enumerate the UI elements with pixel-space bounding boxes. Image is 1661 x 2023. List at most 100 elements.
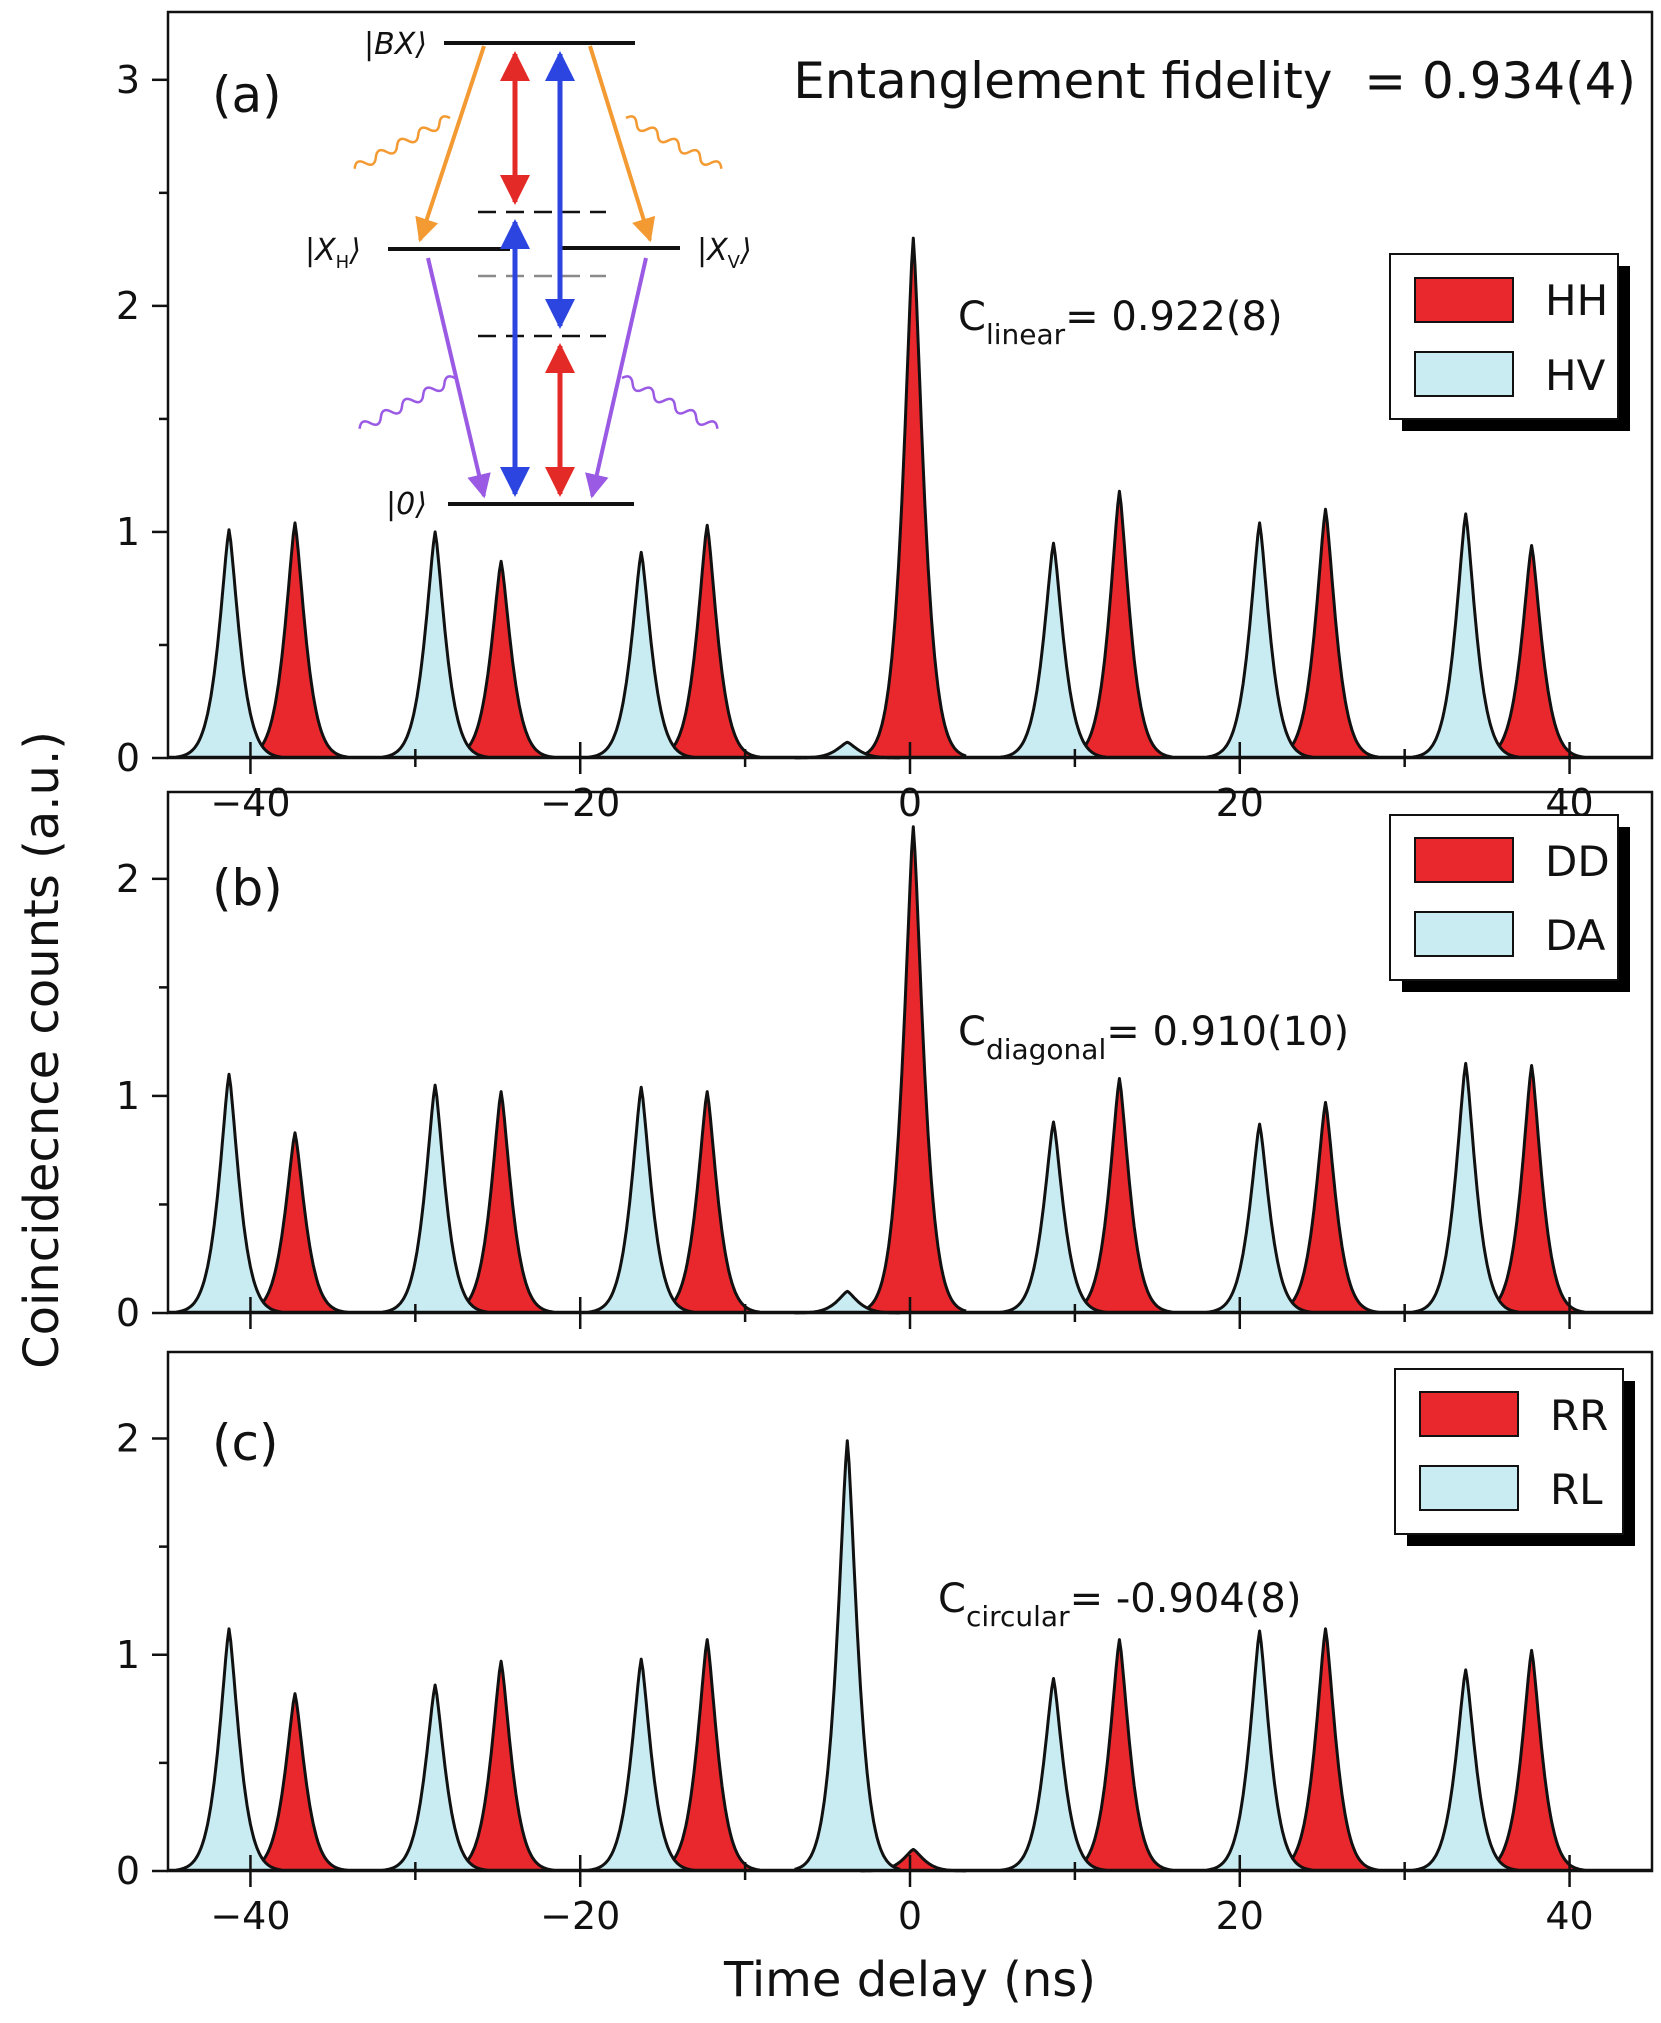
peak-da-0 [176,1074,282,1313]
plot-area-c: −40 −20 0 20 40 0 1 2 [116,1350,1654,1938]
peak-dd-0 [242,1132,348,1313]
x-tick-label-a: −40 [210,781,290,825]
annotation-b-value: = 0.910(10) [1106,1009,1349,1055]
legend-label-dd: DD [1545,837,1610,886]
annotation-b: Cdiagonal= 0.910(10) [958,1009,1349,1066]
plot-area-b: 0 1 2 [116,790,1654,1335]
y-tick-label-b: 0 [116,1291,140,1335]
x-tick-label-c: −40 [210,1894,290,1938]
annotation-a: Clinear= 0.922(8) [958,294,1283,351]
legend-label-rr: RR [1550,1391,1608,1440]
y-tick-label-a: 2 [116,284,140,328]
peak-rr-6 [1478,1650,1585,1871]
peak-da-1 [382,1085,488,1313]
x-tick-label-a: 20 [1216,781,1264,825]
peak-dd-2 [654,1091,760,1313]
annotation-c-value: = -0.904(8) [1070,1576,1302,1622]
annotation-b-prefix: C [958,1009,986,1055]
label-xv-main: |X [697,233,729,268]
photon-wave-orange-left [353,115,451,169]
peak-hv-6 [794,742,901,758]
peak-outline-da-4 [1206,1122,1313,1314]
peak-outline-hv-1 [382,530,489,759]
panel-label-b: (b) [212,859,283,917]
peak-hv-3 [1000,543,1107,758]
annotation-c-prefix: C [938,1576,966,1622]
label-xh-ket: ⟩ [348,233,361,268]
photon-wave-purple-right [621,375,719,429]
y-axis-label: Coincidecnce counts (a.u.) [14,731,70,1369]
peak-dd-3 [860,826,967,1313]
peak-outline-rl-3 [794,1439,901,1871]
peak-outline-rl-2 [588,1657,695,1872]
peak-outline-da-5 [1412,1061,1519,1314]
peak-rl-2 [588,1659,694,1871]
peak-rr-1 [448,1661,554,1871]
entanglement-fidelity-label: Entanglement fidelity = 0.934(4) [793,52,1636,110]
label-ground: |0⟩ [386,487,427,522]
peak-hh-6 [1478,545,1585,758]
peak-outline-hv-5 [1412,512,1519,759]
peak-rl-3 [794,1440,901,1871]
peak-hh-0 [242,522,348,758]
peak-dd-5 [1272,1102,1379,1313]
peak-hh-3 [860,238,967,759]
y-tick-label-a: 1 [116,510,140,554]
peak-hh-2 [654,525,760,758]
peak-hv-2 [588,552,694,758]
peak-hh-4 [1066,491,1173,758]
peak-hv-5 [1412,513,1519,758]
peak-rl-4 [1000,1678,1107,1871]
legend-label-hh: HH [1545,276,1608,325]
peak-outline-rl-0 [175,1627,283,1872]
peak-outline-hv-2 [588,550,695,759]
peak-outline-hv-0 [176,528,282,759]
peak-outline-da-0 [175,1072,283,1314]
peak-outline-rl-5 [1206,1629,1313,1872]
legend-b: DD DA [1389,814,1630,992]
photon-wave-purple-left [358,375,456,429]
panel-label-a: (a) [212,66,282,124]
annotation-b-sub: diagonal [986,1033,1106,1066]
photon-wave-orange-right [625,115,723,169]
y-tick-label-a: 3 [116,58,140,102]
legend-swatch-hh [1414,277,1514,323]
peak-rl-1 [382,1685,488,1871]
label-bx: |BX⟩ [364,27,427,62]
peak-da-6 [794,1291,901,1313]
peak-da-3 [1000,1122,1107,1313]
peak-dd-1 [448,1091,554,1313]
label-xh: |XH⟩ [305,233,361,273]
peak-da-5 [1412,1063,1519,1313]
annotation-a-sub: linear [986,318,1066,351]
label-xh-sub: H [336,252,350,273]
label-xv: |XV⟩ [697,233,752,273]
legend-swatch-dd [1414,837,1514,883]
peak-hv-0 [176,529,282,758]
peak-outline-rl-1 [382,1683,489,1872]
peak-hh-5 [1272,509,1379,758]
peak-outline-da-2 [588,1085,695,1314]
y-tick-label-b: 2 [116,857,140,901]
peak-hh-1 [448,561,554,758]
legend-label-da: DA [1545,911,1606,960]
label-xh-main: |X [305,233,337,268]
peak-outline-hv-4 [1206,521,1313,759]
peak-rr-4 [1066,1639,1173,1871]
x-tick-label-c: 40 [1545,1894,1593,1938]
y-tick-label-c: 0 [116,1849,140,1893]
legend-c: RR RL [1394,1368,1635,1546]
level-scheme-inset: |BX⟩ |XH⟩ |XV⟩ |0⟩ [305,27,752,522]
peak-rl-5 [1206,1631,1313,1871]
arrow-purple-right [585,257,648,499]
peak-outline-da-1 [382,1083,489,1314]
peak-outline-rl-4 [1000,1677,1107,1872]
panel-b: 0 1 2 (b) Cdiagonal= 0.910(10) DD DA [116,790,1654,1335]
peak-hv-1 [382,531,488,758]
peak-dd-4 [1066,1078,1173,1313]
annotation-c-sub: circular [966,1600,1070,1633]
label-xv-sub: V [728,252,741,273]
